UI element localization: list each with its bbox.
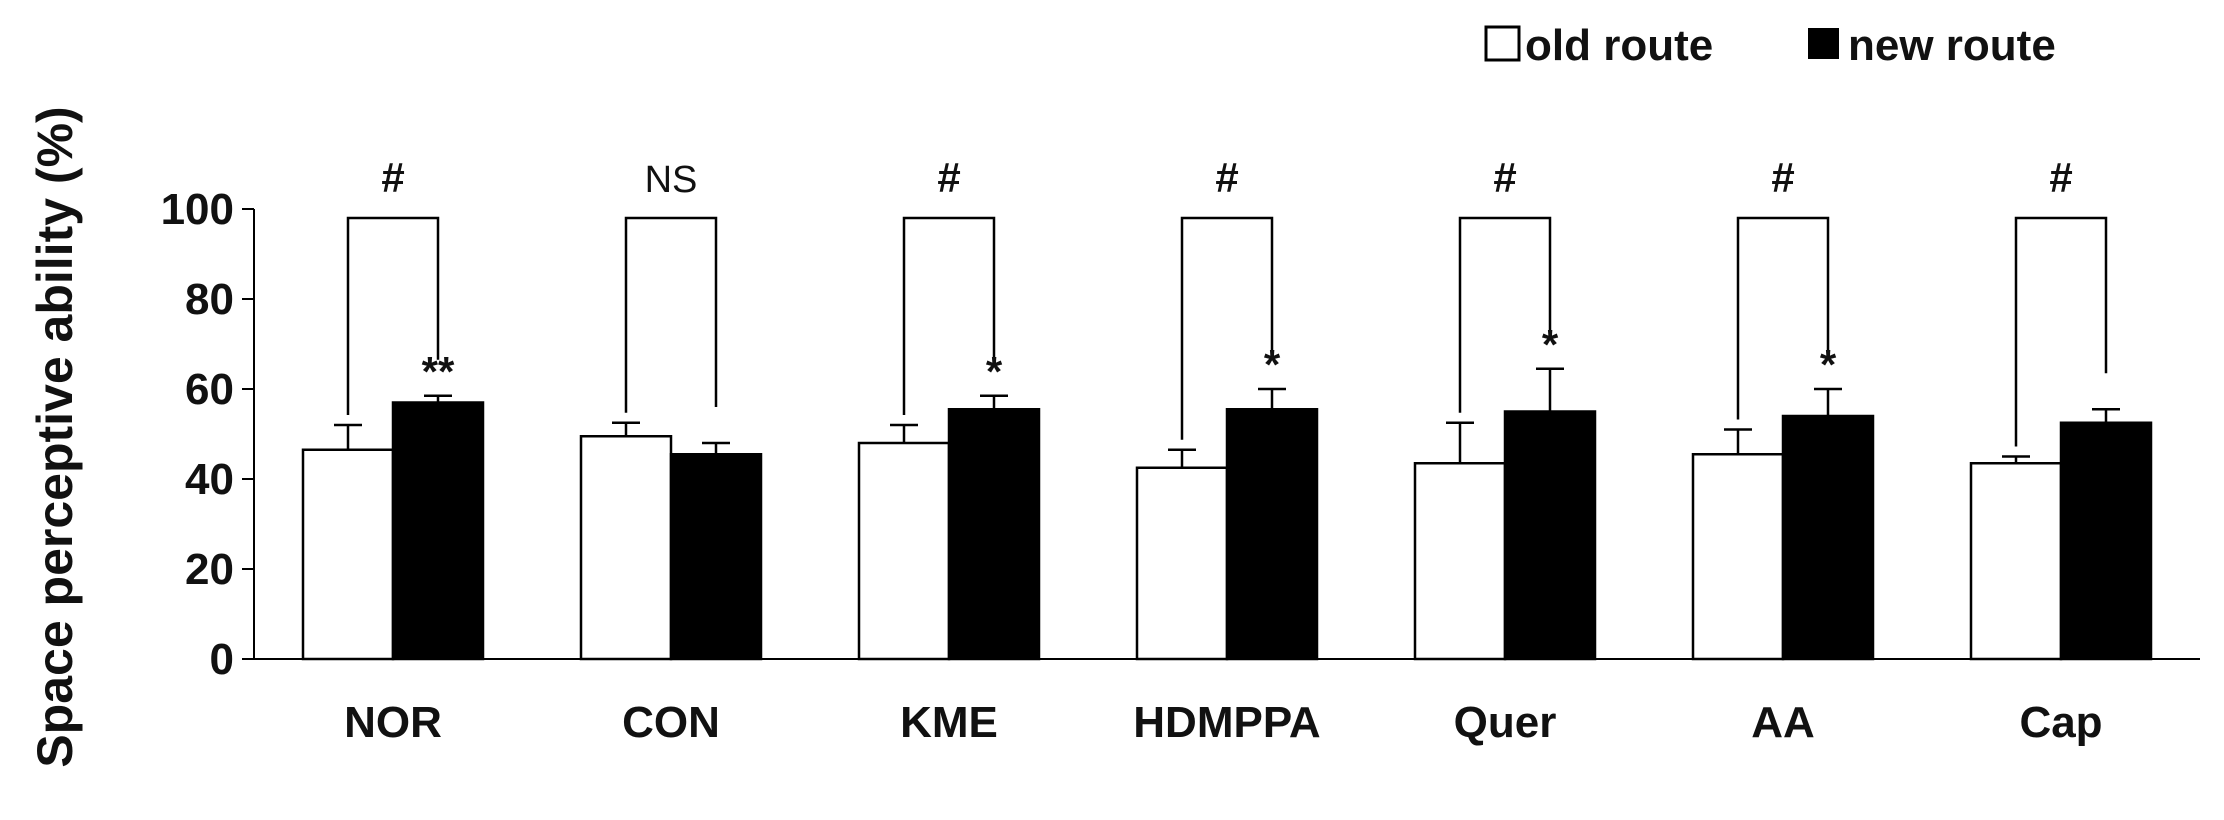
- bar-old-route: [579, 435, 673, 661]
- x-tick-label: Quer: [1454, 698, 1557, 747]
- bar-old-route: [1969, 462, 2063, 661]
- significance-mark: *: [1542, 321, 1559, 368]
- y-axis-ticks: 0 20 40 60 80 100: [161, 185, 254, 684]
- comparison-label: #: [2049, 154, 2072, 201]
- legend: old route new route: [1484, 21, 2056, 70]
- y-axis-label: Space perceptive ability (%): [27, 106, 83, 767]
- y-tick-label: 0: [210, 635, 234, 684]
- bar-new-route: [1225, 408, 1319, 661]
- legend-label-old-route: old route: [1525, 21, 1713, 70]
- legend-label-new-route: new route: [1848, 21, 2056, 70]
- bar-new-route: [391, 401, 485, 661]
- legend-swatch-new-route: [1808, 28, 1839, 59]
- comparison-bracket: [1180, 216, 1274, 440]
- significance-mark: *: [1820, 341, 1837, 388]
- comparison-bracket: [1736, 216, 1830, 420]
- error-bars: [334, 367, 2120, 468]
- comparison-bracket: [624, 216, 718, 413]
- comparison-bracket: [346, 216, 440, 415]
- y-tick-label: 100: [161, 185, 234, 234]
- y-tick-label: 20: [185, 545, 234, 594]
- x-tick-label: Cap: [2019, 698, 2102, 747]
- y-tick-label: 40: [185, 455, 234, 504]
- comparison-bracket: [902, 216, 996, 415]
- comparison-bracket: [1458, 216, 1552, 413]
- bars: [301, 401, 2153, 661]
- x-tick-label: CON: [622, 698, 720, 747]
- x-tick-label: AA: [1751, 698, 1815, 747]
- bar-new-route: [947, 408, 1041, 661]
- comparison-label: #: [1493, 154, 1516, 201]
- bar-new-route: [669, 453, 763, 661]
- significance-mark: *: [1264, 341, 1281, 388]
- bar-old-route: [857, 441, 951, 661]
- legend-swatch-old-route: [1484, 25, 1521, 62]
- y-tick-label: 80: [185, 275, 234, 324]
- bar-new-route: [1781, 414, 1875, 661]
- bar-old-route: [1135, 466, 1229, 661]
- comparison-label: #: [1771, 154, 1794, 201]
- significance-mark: **: [422, 348, 455, 395]
- x-axis-ticks: NOR CON KME HDMPPA Quer AA Cap: [344, 698, 2102, 747]
- bar-old-route: [1413, 462, 1507, 661]
- significance-mark: *: [986, 348, 1003, 395]
- bar-new-route: [2059, 421, 2153, 661]
- bar-old-route: [1691, 453, 1785, 661]
- x-tick-label: HDMPPA: [1133, 698, 1320, 747]
- x-tick-label: NOR: [344, 698, 442, 747]
- comparison-bracket: [2014, 216, 2108, 447]
- comparison-label: NS: [645, 159, 698, 201]
- comparison-label: #: [937, 154, 960, 201]
- comparison-label: #: [381, 154, 404, 201]
- bar-new-route: [1503, 410, 1597, 661]
- x-tick-label: KME: [900, 698, 998, 747]
- y-tick-label: 60: [185, 365, 234, 414]
- bar-old-route: [301, 448, 395, 661]
- comparison-brackets: # ** NS # * # * # * # * #: [346, 154, 2108, 447]
- comparison-label: #: [1215, 154, 1238, 201]
